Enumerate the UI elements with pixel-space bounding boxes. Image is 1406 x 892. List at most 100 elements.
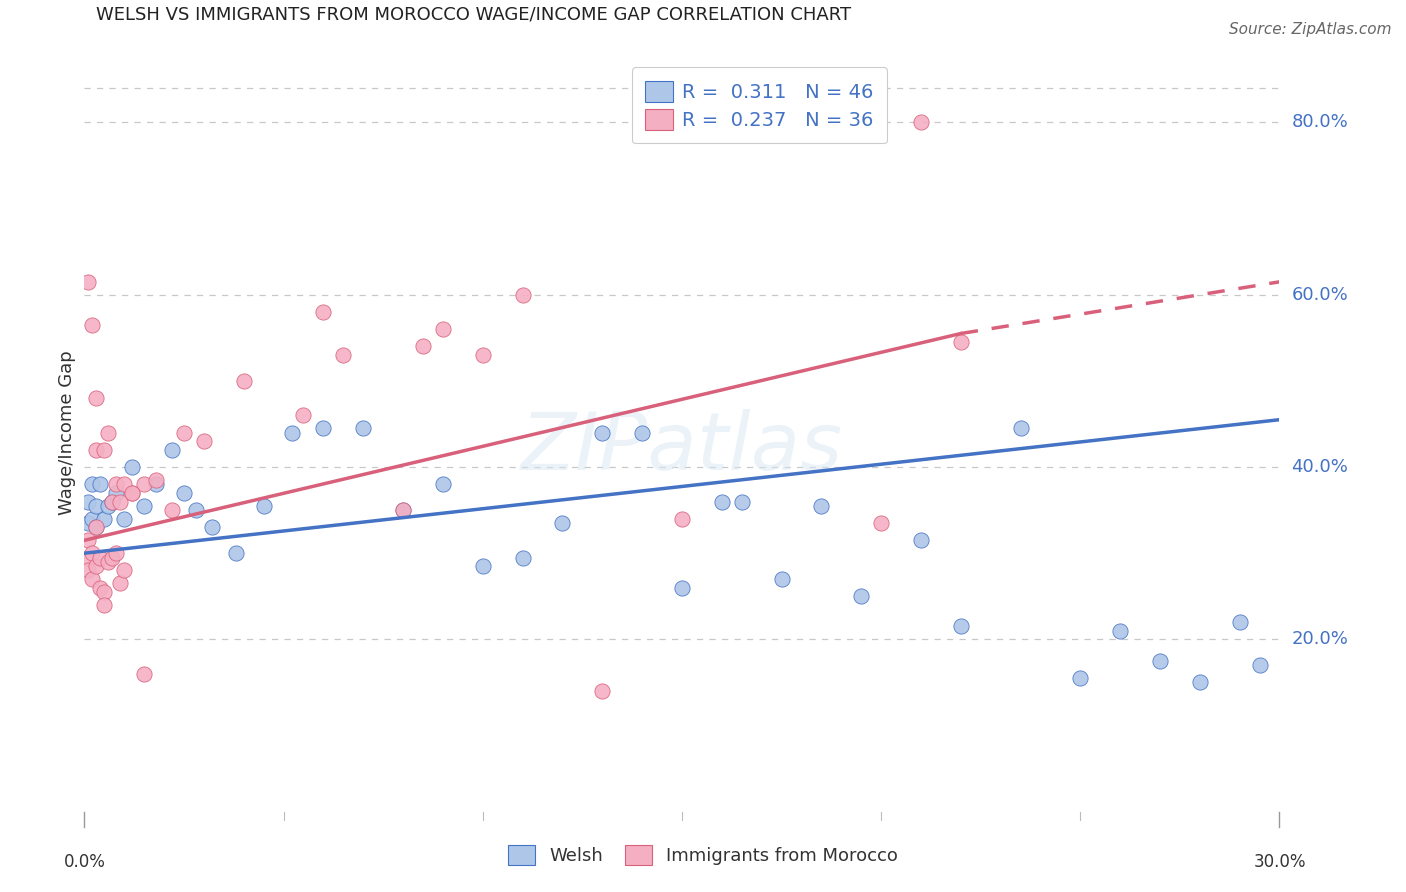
Point [105, 477, 128, 491]
Point [232, 374, 254, 388]
Point [432, 322, 454, 336]
Point [512, 550, 534, 565]
Text: Source: ZipAtlas.com: Source: ZipAtlas.com [1229, 22, 1392, 37]
Point [77, 564, 100, 578]
Point [1249, 658, 1271, 673]
Point [86, 520, 108, 534]
Point [810, 499, 832, 513]
Point [591, 425, 613, 440]
Point [145, 473, 167, 487]
Point [910, 115, 932, 129]
Point [851, 590, 873, 604]
Point [1010, 421, 1032, 435]
Point [86, 442, 108, 457]
Point [132, 666, 156, 681]
Point [77, 516, 100, 530]
Text: ZIPatlas: ZIPatlas [520, 409, 844, 487]
Point [101, 494, 124, 508]
Point [312, 421, 335, 435]
Point [145, 477, 167, 491]
Point [93, 585, 115, 599]
Point [910, 533, 932, 548]
Point [280, 425, 302, 440]
Point [110, 494, 132, 508]
Point [105, 486, 128, 500]
Point [512, 287, 534, 301]
Point [132, 477, 156, 491]
Text: 60.0%: 60.0% [1292, 285, 1348, 304]
Point [121, 486, 143, 500]
Point [352, 421, 374, 435]
Point [121, 486, 143, 500]
Point [1188, 675, 1211, 690]
Point [412, 339, 434, 353]
Point [97, 425, 120, 440]
Point [160, 442, 183, 457]
Text: 80.0%: 80.0% [1292, 113, 1348, 131]
Point [82, 572, 104, 586]
Point [392, 503, 415, 517]
Text: 30.0%: 30.0% [1253, 853, 1306, 871]
Point [193, 434, 215, 449]
Point [112, 477, 135, 491]
Point [1229, 615, 1251, 630]
Point [82, 512, 104, 526]
Point [93, 442, 115, 457]
Point [93, 598, 115, 612]
Point [201, 520, 224, 534]
Point [77, 494, 100, 508]
Point [77, 275, 100, 289]
Point [97, 555, 120, 569]
Legend: Welsh, Immigrants from Morocco: Welsh, Immigrants from Morocco [499, 836, 907, 874]
Point [101, 550, 124, 565]
Point [93, 512, 115, 526]
Point [132, 499, 156, 513]
Point [121, 460, 143, 475]
Point [671, 512, 693, 526]
Point [89, 550, 111, 565]
Point [101, 494, 124, 508]
Point [1109, 624, 1132, 638]
Point [184, 503, 207, 517]
Point [112, 564, 135, 578]
Point [86, 559, 108, 574]
Point [731, 494, 754, 508]
Point [89, 477, 111, 491]
Point [82, 477, 104, 491]
Point [332, 348, 354, 362]
Point [312, 305, 335, 319]
Point [86, 391, 108, 405]
Y-axis label: Wage/Income Gap: Wage/Income Gap [58, 351, 76, 515]
Point [77, 533, 100, 548]
Point [551, 516, 574, 530]
Point [471, 559, 494, 574]
Point [870, 516, 893, 530]
Point [105, 546, 128, 560]
Point [225, 546, 247, 560]
Point [77, 550, 100, 565]
Point [86, 499, 108, 513]
Point [110, 576, 132, 591]
Point [1149, 654, 1171, 668]
Point [770, 572, 793, 586]
Text: WELSH VS IMMIGRANTS FROM MOROCCO WAGE/INCOME GAP CORRELATION CHART: WELSH VS IMMIGRANTS FROM MOROCCO WAGE/IN… [96, 5, 852, 23]
Point [160, 503, 183, 517]
Point [710, 494, 733, 508]
Point [253, 499, 276, 513]
Point [671, 581, 693, 595]
Point [97, 499, 120, 513]
Point [591, 684, 613, 698]
Point [1069, 671, 1091, 685]
Point [631, 425, 654, 440]
Point [82, 318, 104, 332]
Text: 40.0%: 40.0% [1292, 458, 1348, 476]
Point [292, 409, 315, 423]
Text: 20.0%: 20.0% [1292, 631, 1348, 648]
Point [392, 503, 415, 517]
Point [86, 520, 108, 534]
Text: 0.0%: 0.0% [63, 853, 105, 871]
Point [112, 512, 135, 526]
Point [949, 335, 972, 350]
Point [432, 477, 454, 491]
Point [471, 348, 494, 362]
